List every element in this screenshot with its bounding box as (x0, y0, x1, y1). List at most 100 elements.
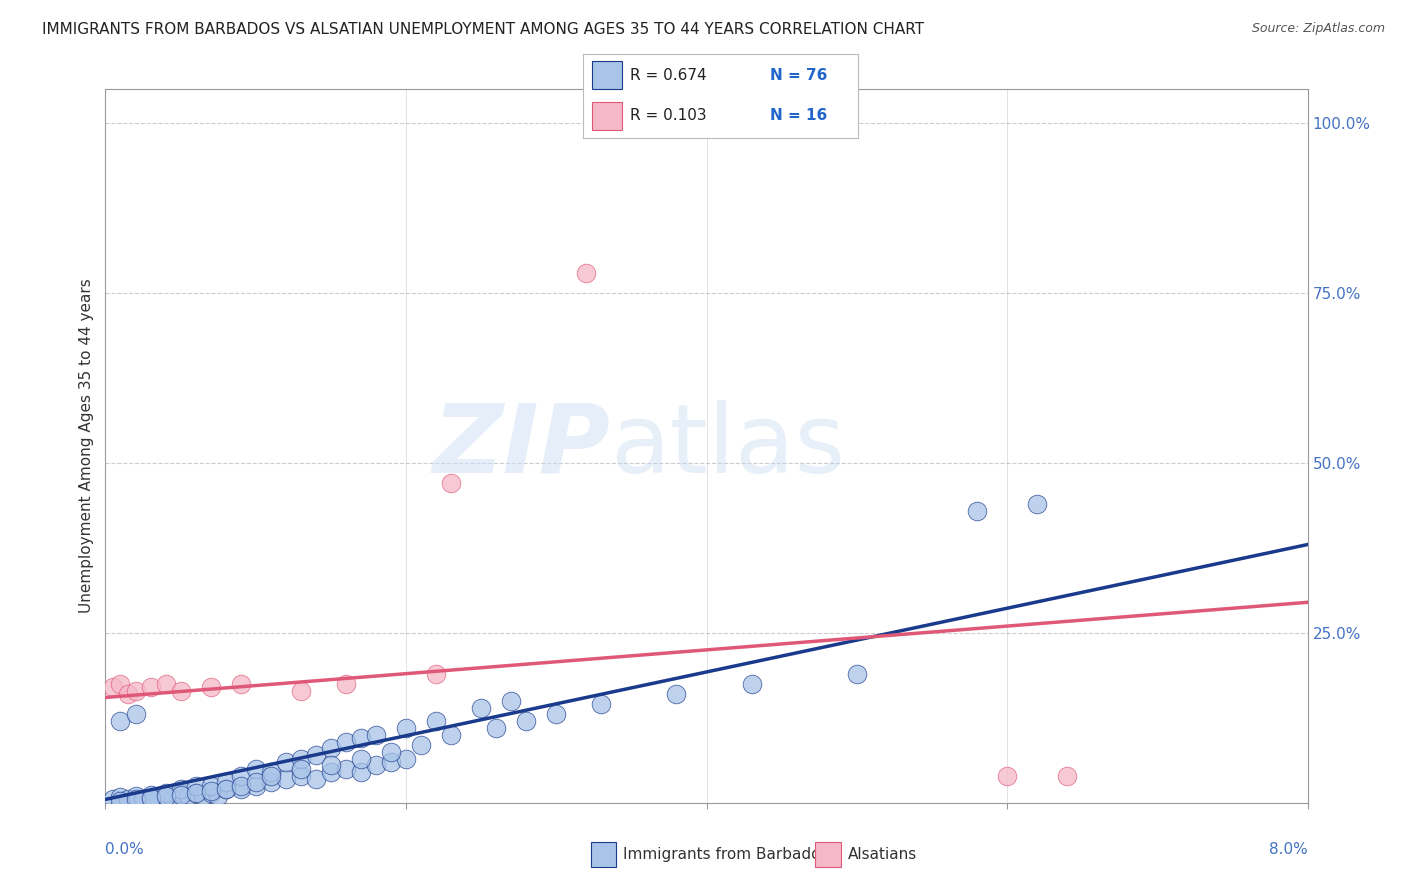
Point (101, 680, 124, 694)
Point (319, 765, 342, 780)
Point (245, 775, 267, 789)
Point (470, 700, 492, 714)
Point (1026, 497, 1049, 511)
Point (155, 677, 177, 691)
Point (124, 792, 146, 806)
Text: 0.0%: 0.0% (105, 842, 145, 857)
Point (117, 792, 139, 806)
Point (260, 775, 283, 789)
Point (124, 707, 146, 722)
Point (665, 687, 688, 701)
Point (245, 762, 267, 776)
Point (591, 698, 613, 712)
Point (409, 738, 432, 752)
Point (200, 779, 222, 793)
Point (139, 788, 162, 802)
Text: Immigrants from Barbados: Immigrants from Barbados (623, 847, 828, 862)
Point (191, 789, 214, 803)
Point (146, 790, 169, 805)
Point (274, 755, 297, 769)
Point (200, 783, 222, 797)
Point (117, 687, 139, 701)
Point (139, 680, 162, 694)
Point (425, 714, 447, 729)
Point (229, 779, 252, 793)
Point (214, 782, 236, 797)
Point (364, 758, 387, 772)
Text: Source: ZipAtlas.com: Source: ZipAtlas.com (1251, 22, 1385, 36)
Point (155, 789, 177, 803)
Point (425, 666, 447, 681)
Point (207, 789, 229, 803)
Point (184, 779, 207, 793)
Point (229, 677, 252, 691)
Point (335, 734, 357, 748)
Point (110, 794, 132, 808)
Point (364, 728, 387, 742)
Y-axis label: Unemployment Among Ages 35 to 44 years: Unemployment Among Ages 35 to 44 years (79, 278, 94, 614)
Point (124, 683, 146, 698)
Point (110, 790, 132, 805)
Point (177, 789, 200, 803)
Point (200, 680, 222, 694)
Point (515, 714, 537, 729)
Point (350, 751, 373, 765)
Point (741, 677, 763, 691)
Point (169, 788, 191, 802)
Point (546, 707, 568, 722)
Point (440, 728, 463, 742)
Point (485, 721, 508, 735)
Text: Alsatians: Alsatians (848, 847, 917, 862)
Point (966, 503, 988, 517)
Point (184, 786, 207, 800)
Point (290, 751, 312, 765)
Bar (592, 102, 621, 130)
Point (169, 782, 191, 797)
Point (395, 721, 418, 735)
Point (260, 765, 283, 780)
Point (335, 677, 357, 691)
Point (845, 666, 868, 681)
Text: R = 0.674: R = 0.674 (630, 68, 707, 83)
Point (260, 769, 283, 783)
Text: R = 0.103: R = 0.103 (630, 108, 707, 123)
Point (101, 792, 124, 806)
Point (184, 786, 207, 800)
Point (380, 745, 402, 759)
Point (290, 683, 312, 698)
Point (380, 755, 402, 769)
Point (290, 769, 312, 783)
Point (501, 694, 523, 708)
Point (155, 789, 177, 803)
Point (274, 772, 297, 786)
Point (395, 751, 418, 765)
Point (319, 758, 342, 772)
Point (162, 792, 184, 806)
Point (305, 748, 328, 763)
Point (229, 769, 252, 783)
Point (169, 786, 191, 800)
Point (110, 677, 132, 691)
Point (214, 782, 236, 797)
Text: 8.0%: 8.0% (1268, 842, 1308, 857)
Point (335, 762, 357, 776)
Point (139, 792, 162, 806)
Point (155, 786, 177, 800)
Text: N = 16: N = 16 (770, 108, 827, 123)
Point (350, 731, 373, 746)
Point (245, 779, 267, 793)
Point (995, 769, 1018, 783)
Point (229, 782, 252, 797)
Point (124, 789, 146, 803)
Bar (592, 62, 621, 89)
Text: ZIP: ZIP (433, 400, 610, 492)
Point (214, 775, 236, 789)
Point (305, 772, 328, 786)
Point (110, 714, 132, 729)
Text: atlas: atlas (610, 400, 845, 492)
Point (319, 741, 342, 756)
Point (132, 792, 155, 806)
Point (1056, 769, 1078, 783)
Text: IMMIGRANTS FROM BARBADOS VS ALSATIAN UNEMPLOYMENT AMONG AGES 35 TO 44 YEARS CORR: IMMIGRANTS FROM BARBADOS VS ALSATIAN UNE… (42, 22, 924, 37)
Point (139, 791, 162, 805)
